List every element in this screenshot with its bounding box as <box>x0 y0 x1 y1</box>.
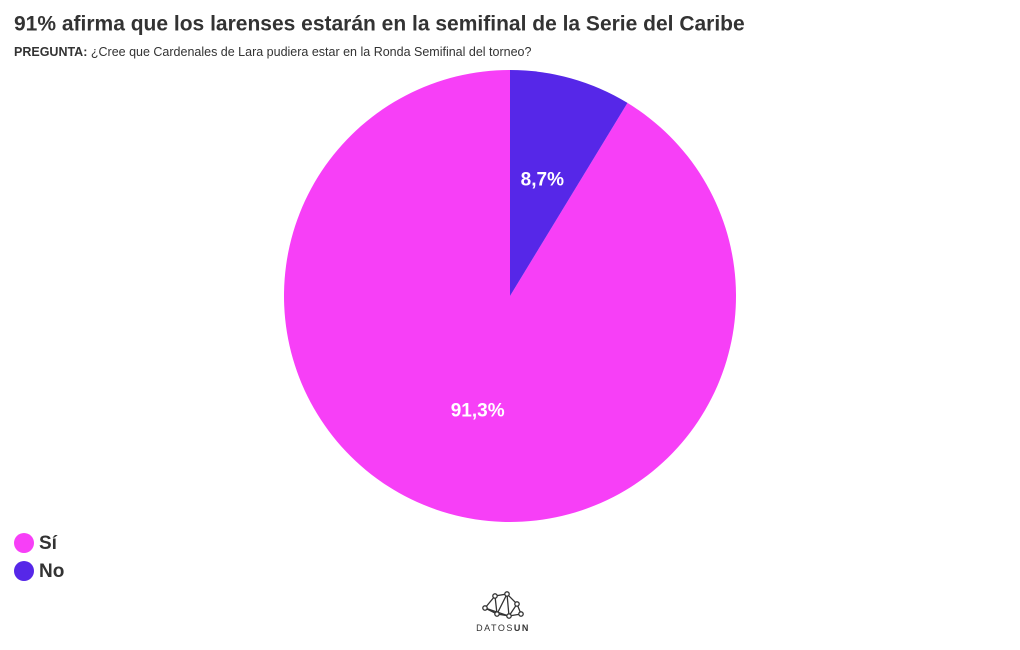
chart-subtitle: PREGUNTA: ¿Cree que Cardenales de Lara p… <box>14 45 531 59</box>
logo <box>482 591 524 619</box>
slice-label: 8,7% <box>521 170 564 191</box>
slice-label: 91,3% <box>451 400 505 421</box>
legend-swatch <box>14 533 34 553</box>
logo-light: DATOS <box>476 623 514 633</box>
chart-title: 91% afirma que los larenses estarán en l… <box>14 13 745 36</box>
pie-slice <box>510 70 628 296</box>
legend-label: No <box>39 561 64 582</box>
subtitle-label: PREGUNTA: <box>14 45 87 59</box>
logo-text: DATOSUN <box>476 623 530 633</box>
subtitle-text: ¿Cree que Cardenales de Lara pudiera est… <box>91 45 532 59</box>
legend-label: Sí <box>39 533 58 554</box>
legend-swatch <box>14 561 34 581</box>
logo-bold: UN <box>514 623 530 633</box>
